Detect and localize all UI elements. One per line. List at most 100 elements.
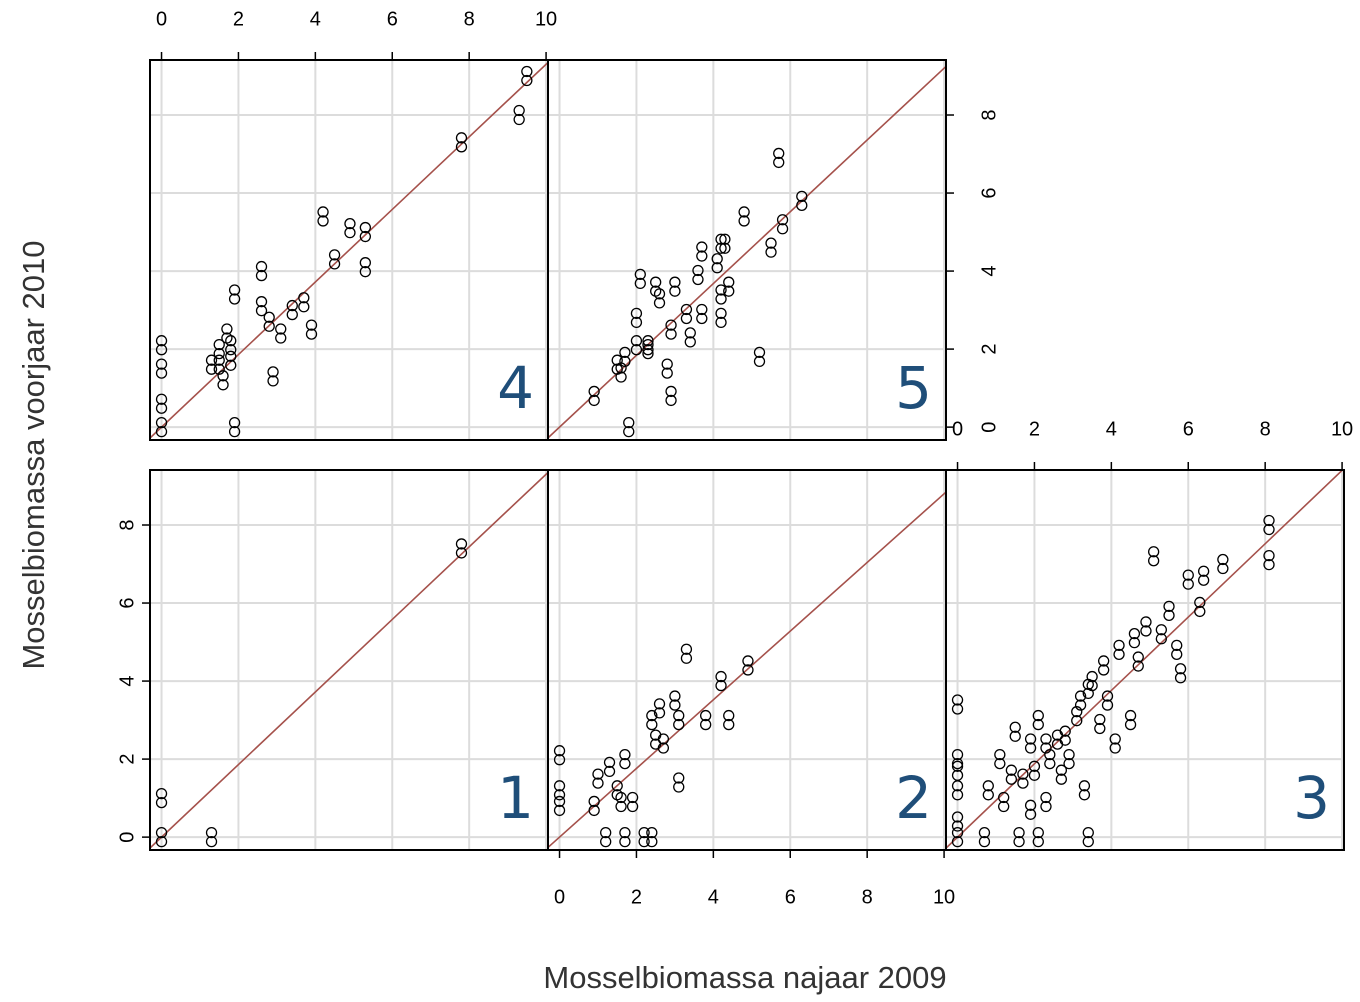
point [344, 218, 356, 239]
x-tick-label: 2 [233, 8, 244, 30]
point-part [1017, 777, 1029, 789]
point [700, 709, 712, 731]
point-part [600, 835, 612, 848]
fit-line [150, 61, 548, 439]
point [615, 791, 627, 813]
point-part [1109, 742, 1121, 754]
point-part [1040, 742, 1052, 754]
point-part [1013, 826, 1025, 839]
point-part [1040, 791, 1052, 804]
point [1174, 663, 1187, 684]
point-part [228, 425, 241, 438]
point [642, 335, 654, 356]
point [638, 826, 650, 848]
point [1163, 600, 1175, 621]
point [228, 416, 241, 438]
point-part [1263, 549, 1275, 562]
point-part [1005, 773, 1018, 785]
point-part [328, 258, 341, 270]
point [998, 791, 1010, 813]
point-part [1028, 760, 1041, 772]
point-part [1063, 748, 1075, 761]
point-part [1040, 733, 1052, 745]
point-part [553, 795, 566, 808]
point [715, 670, 727, 692]
point-part [298, 301, 310, 313]
x-tick-label: 0 [156, 8, 167, 30]
point [711, 253, 723, 274]
point-part [213, 347, 225, 360]
point-part [455, 547, 468, 559]
point [719, 233, 731, 254]
point [1132, 651, 1144, 672]
point-part [951, 760, 964, 772]
point [1032, 826, 1044, 848]
point-part [738, 206, 750, 218]
point [1078, 780, 1091, 801]
point-part [455, 538, 468, 550]
point-part [267, 375, 279, 387]
point-part [228, 293, 241, 305]
point [298, 292, 310, 313]
point-part [715, 284, 727, 296]
x-tick-label: 6 [387, 8, 398, 30]
point [275, 323, 287, 344]
point [1217, 553, 1229, 575]
point-part [588, 394, 600, 407]
point-part [1005, 764, 1018, 776]
point [773, 147, 785, 169]
point [669, 276, 681, 297]
point [982, 780, 994, 801]
point-part [1171, 639, 1183, 652]
point-part [600, 826, 612, 839]
point-part [155, 425, 168, 438]
point-part [623, 416, 635, 429]
panel [150, 60, 548, 440]
point-part [328, 249, 341, 261]
point-part [359, 230, 371, 243]
point-part [753, 355, 766, 368]
point [1263, 514, 1275, 536]
point-part [513, 104, 525, 117]
point [1128, 628, 1141, 649]
point-part [715, 293, 727, 305]
point-part [978, 835, 991, 848]
point-part [951, 769, 964, 781]
point [155, 826, 168, 848]
point [661, 358, 673, 379]
point [619, 826, 631, 848]
point-part [1174, 663, 1187, 675]
point-part [998, 800, 1010, 813]
point-part [711, 262, 723, 274]
point-part [796, 199, 808, 211]
point-part [1197, 574, 1210, 586]
point [630, 307, 643, 329]
point-part [673, 709, 685, 722]
point-part [700, 718, 712, 731]
point-part [738, 215, 750, 227]
point [1082, 826, 1094, 848]
point-part [155, 796, 168, 809]
point-part [630, 316, 643, 329]
point-part [642, 338, 654, 351]
point-part [1217, 553, 1229, 566]
point-part [263, 320, 275, 332]
point-part [951, 703, 964, 715]
point-part [619, 355, 631, 368]
y-tick-label: 6 [978, 187, 1000, 198]
point-part [521, 74, 533, 87]
point-part [1163, 609, 1175, 621]
point [742, 655, 754, 676]
point-part [669, 690, 681, 702]
point [1013, 826, 1025, 848]
point [665, 385, 677, 407]
point [205, 826, 218, 848]
point-part [1182, 578, 1194, 590]
point-part [155, 367, 168, 379]
y-tick-label: 8 [116, 519, 138, 530]
x-tick-label: 0 [554, 886, 565, 908]
point [1071, 706, 1083, 727]
point-part [1059, 734, 1071, 746]
point-part [221, 323, 233, 335]
point-part [665, 319, 677, 331]
